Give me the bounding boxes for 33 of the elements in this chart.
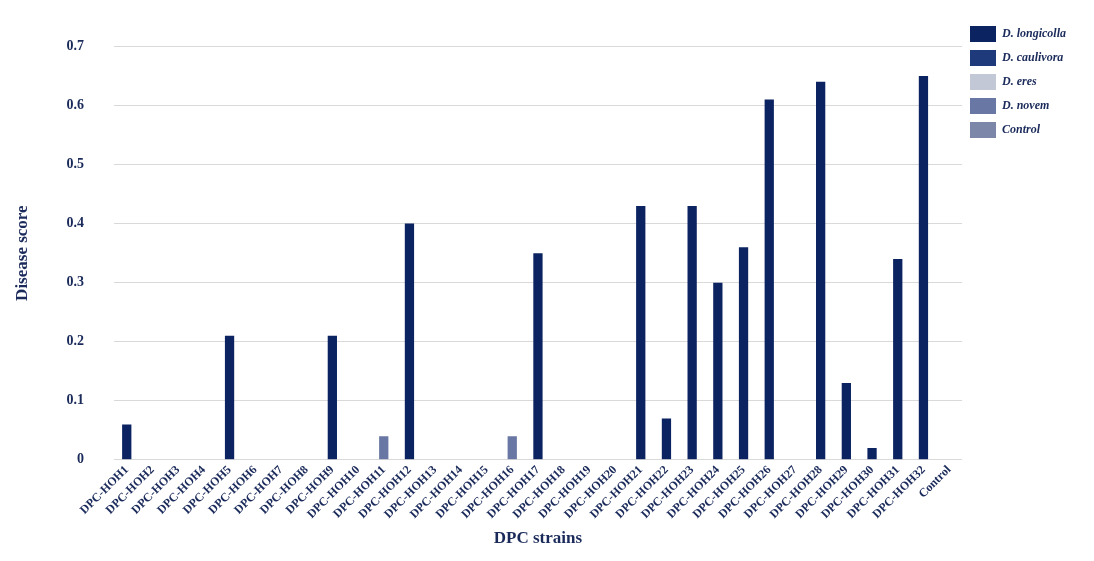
bar	[918, 75, 929, 460]
bar	[327, 335, 337, 460]
bar	[122, 424, 132, 460]
legend-label: D. eres	[1001, 74, 1037, 89]
bar	[764, 99, 774, 460]
bar	[507, 436, 517, 460]
legend-label: D. longicolla	[1001, 26, 1067, 41]
bar	[867, 448, 877, 460]
bar	[661, 418, 672, 460]
bar	[893, 259, 903, 460]
bar	[533, 253, 543, 460]
x-axis-title: DPC strains	[493, 528, 583, 548]
y-axis-title: Disease score	[11, 204, 31, 301]
y-tick-label: 0.4	[66, 215, 84, 231]
bar	[224, 335, 235, 460]
bar	[841, 383, 851, 460]
y-tick-label: 0.2	[66, 333, 84, 349]
bar	[713, 282, 723, 460]
legend-label: D. caulivora	[1001, 50, 1064, 65]
y-tick-label: 0.6	[66, 97, 84, 113]
legend-label: D. novem	[1001, 98, 1050, 113]
bar	[636, 205, 646, 460]
y-tick-label: 0.1	[66, 392, 84, 408]
y-tick-label: 0.3	[66, 274, 84, 290]
bar	[404, 223, 415, 460]
bar	[816, 81, 826, 460]
bar	[687, 205, 697, 460]
y-tick-label: 0.5	[66, 156, 84, 172]
bar	[379, 436, 389, 460]
y-tick-label: 0.7	[66, 38, 84, 54]
legend-label: Control	[1002, 122, 1041, 137]
y-tick-label: 0	[76, 451, 84, 467]
bar	[738, 247, 749, 460]
